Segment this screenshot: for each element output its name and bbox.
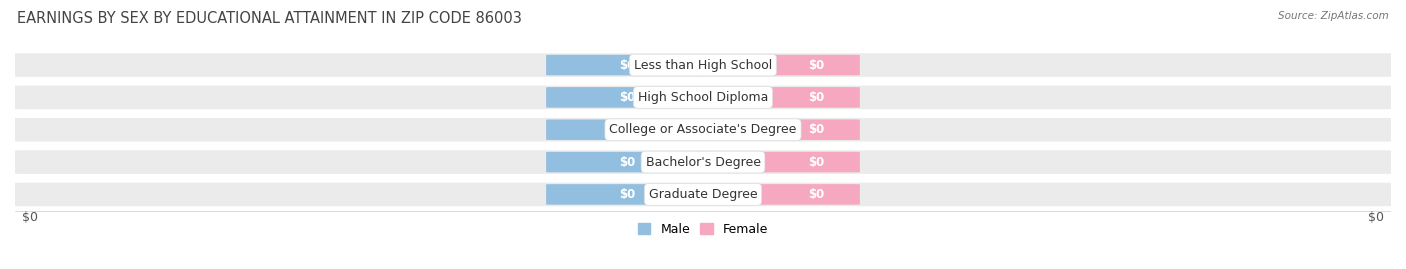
FancyBboxPatch shape [697,152,860,172]
FancyBboxPatch shape [546,55,709,75]
Text: $0: $0 [1368,211,1384,224]
FancyBboxPatch shape [11,118,1395,141]
Text: $0: $0 [808,188,825,201]
Text: Source: ZipAtlas.com: Source: ZipAtlas.com [1278,11,1389,21]
Text: $0: $0 [619,188,636,201]
Text: High School Diploma: High School Diploma [638,91,768,104]
Text: $0: $0 [619,91,636,104]
FancyBboxPatch shape [697,87,860,108]
FancyBboxPatch shape [546,184,709,205]
Text: EARNINGS BY SEX BY EDUCATIONAL ATTAINMENT IN ZIP CODE 86003: EARNINGS BY SEX BY EDUCATIONAL ATTAINMEN… [17,11,522,26]
Text: Less than High School: Less than High School [634,59,772,72]
Text: Bachelor's Degree: Bachelor's Degree [645,155,761,169]
Text: College or Associate's Degree: College or Associate's Degree [609,123,797,136]
FancyBboxPatch shape [11,183,1395,206]
FancyBboxPatch shape [546,87,709,108]
FancyBboxPatch shape [11,86,1395,109]
Text: $0: $0 [619,59,636,72]
Legend: Male, Female: Male, Female [638,223,768,236]
Text: $0: $0 [808,155,825,169]
FancyBboxPatch shape [697,184,860,205]
Text: $0: $0 [808,59,825,72]
FancyBboxPatch shape [546,152,709,172]
Text: $0: $0 [22,211,38,224]
Text: $0: $0 [619,123,636,136]
FancyBboxPatch shape [11,53,1395,77]
Text: $0: $0 [808,123,825,136]
Text: $0: $0 [808,91,825,104]
Text: $0: $0 [619,155,636,169]
FancyBboxPatch shape [546,119,709,140]
FancyBboxPatch shape [697,55,860,75]
FancyBboxPatch shape [697,119,860,140]
Text: Graduate Degree: Graduate Degree [648,188,758,201]
FancyBboxPatch shape [11,150,1395,174]
